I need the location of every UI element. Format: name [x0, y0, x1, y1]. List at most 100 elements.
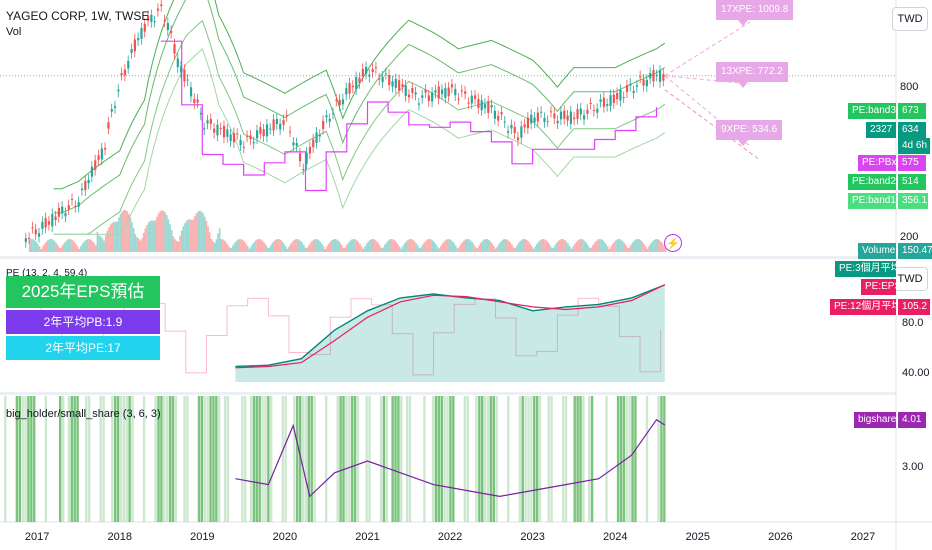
volume-bar	[360, 246, 363, 252]
bigshare-line	[235, 418, 666, 498]
candle-body	[203, 128, 206, 130]
bigshare-histogram-bar	[85, 396, 88, 522]
volume-bar	[250, 246, 252, 252]
volume-bar	[222, 239, 224, 252]
candle-body	[424, 89, 427, 93]
bigshare-histogram-bar	[573, 396, 576, 522]
bigshare-histogram-bar	[111, 396, 114, 522]
volume-bar	[491, 243, 493, 252]
volume-bar	[573, 243, 576, 252]
candle-body	[206, 120, 209, 124]
pe-tick: 80.0	[902, 317, 923, 329]
candle-body	[312, 139, 315, 148]
candle-body	[150, 14, 153, 22]
volume-bar	[108, 227, 110, 252]
volume-bar	[42, 246, 44, 252]
volume-bar	[524, 239, 526, 252]
volume-bar	[101, 238, 104, 252]
volume-bar	[593, 242, 596, 252]
volume-bar	[602, 240, 604, 252]
candle-body	[361, 68, 364, 77]
volume-bar	[488, 239, 490, 252]
volume-bar	[136, 237, 138, 252]
volume-bar	[187, 219, 190, 252]
volume-bar	[577, 240, 579, 252]
candle-body	[24, 238, 27, 242]
candle-body	[87, 179, 90, 184]
volume-bar	[80, 246, 82, 252]
candle-body	[325, 115, 328, 118]
volume-bar	[288, 246, 290, 252]
volume-bar	[71, 240, 74, 252]
candle-body	[599, 99, 602, 102]
candle-body	[216, 124, 219, 136]
bigshare-histogram-bar	[226, 396, 230, 522]
bigshare-histogram-bar	[186, 396, 189, 522]
volume-bar	[379, 245, 381, 252]
volume-bar	[184, 223, 186, 252]
volume-bar	[123, 210, 125, 252]
volume-bar	[653, 239, 655, 252]
panel-separator	[0, 392, 896, 395]
pe-legend[interactable]: PE (13, 2, 4, 59.4)	[6, 268, 88, 279]
bigshare-histogram-bar	[44, 396, 47, 522]
volume-bar	[575, 241, 578, 252]
candle-body	[199, 112, 203, 115]
volume-bar	[600, 239, 602, 252]
volume-bar	[405, 241, 408, 252]
bigshare-histogram-bar	[223, 396, 227, 522]
volume-bar	[161, 210, 163, 252]
candle-body	[398, 80, 401, 91]
candle-body	[67, 205, 70, 210]
candle-body	[262, 129, 265, 137]
volume-bar	[425, 240, 427, 252]
candle-body	[289, 131, 292, 133]
volume-bar	[436, 246, 439, 252]
volume-bar	[344, 247, 346, 252]
volume-bar	[164, 212, 166, 252]
bigshare-histogram-bar	[209, 396, 212, 522]
candle-body	[553, 113, 556, 119]
bigshare-histogram-bar	[61, 396, 65, 522]
bigshare-histogram-bar	[183, 396, 186, 522]
volume-bar	[314, 239, 317, 252]
volume-bar	[638, 239, 640, 252]
volume-bar	[370, 239, 373, 252]
currency-button-pe[interactable]: TWD	[892, 267, 928, 291]
volume-bar	[124, 210, 127, 252]
volume-bar	[316, 239, 318, 252]
currency-button-price[interactable]: TWD	[892, 7, 928, 31]
bigshare-histogram-bar	[310, 396, 313, 522]
candle-body	[328, 118, 331, 122]
bigshare-histogram-bar	[296, 396, 299, 522]
lightning-icon[interactable]: ⚡	[664, 234, 682, 252]
volume-bar	[331, 240, 333, 252]
volume-bar	[506, 239, 508, 252]
price-tag-last-value: 634	[898, 122, 926, 138]
bigshare-histogram-bar	[605, 396, 608, 522]
volume-bar	[620, 239, 622, 252]
volume-bar	[195, 213, 198, 252]
volume-bar	[194, 215, 196, 252]
volume-bar	[440, 245, 442, 252]
volume-bar	[654, 239, 657, 252]
candle-body	[348, 83, 351, 94]
volume-bar	[189, 219, 191, 252]
volume-bar	[570, 248, 573, 252]
bigshare-histogram-bar	[99, 396, 102, 522]
volume-bar	[301, 242, 304, 252]
candle-body	[526, 117, 530, 129]
volume-bar	[308, 245, 310, 252]
volume-bar	[212, 241, 214, 252]
candle-body	[467, 102, 470, 104]
candle-body	[160, 4, 163, 7]
volume-bar	[128, 213, 130, 252]
bigshare-histogram-bar	[258, 396, 261, 522]
volume-bar	[362, 248, 365, 252]
big-holder-legend[interactable]: big_holder/small_share (3, 6, 3)	[6, 408, 161, 420]
candle-body	[540, 111, 543, 113]
candle-body	[658, 70, 662, 82]
candle-body	[546, 121, 549, 123]
bigshare-histogram-bar	[350, 396, 354, 522]
